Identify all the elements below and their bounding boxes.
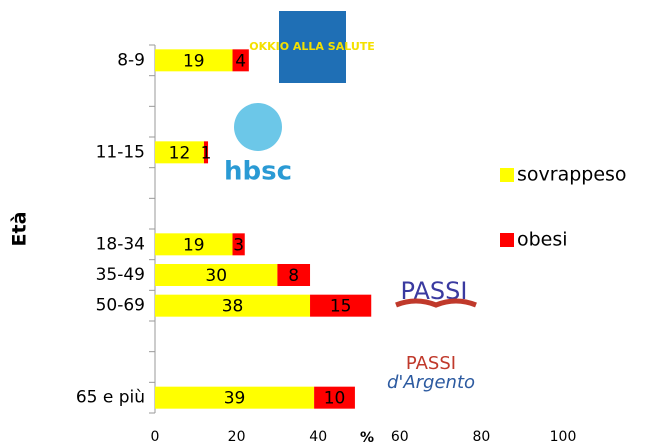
logo-text: OKKIO ALLA SALUTE [249,40,375,53]
y-tick-label: 35-49 [96,265,145,285]
logo-hbsc: hbsc [224,103,292,187]
logo-passi-argento: PASSI d'Argento [387,353,475,393]
data-label: 15 [330,297,352,317]
bar-segment [314,386,355,409]
x-tick-label: 0 [151,429,160,445]
data-label: 19 [183,235,205,255]
logo-passi: PASSI [395,277,477,308]
y-tick-label: 8-9 [117,50,145,70]
y-tick-label: 65 e più [76,388,145,408]
bar-segment [155,233,233,256]
bar-segment [155,49,233,72]
bar-segment [310,294,372,317]
logo-text: d'Argento [387,372,475,393]
bar-segment [232,233,245,256]
y-tick-label: 18-34 [96,234,145,254]
bar-segment [155,294,311,317]
x-tick-label: 60 [391,429,409,445]
data-label: 19 [183,51,205,71]
data-label: 12 [169,143,191,163]
x-tick-label: 80 [472,429,490,445]
x-tick-label: 100 [550,429,577,445]
bar-segment [155,386,315,409]
legend-label: sovrappeso [517,164,627,186]
legend-label: obesi [517,229,568,251]
y-tick-label: 50-69 [96,296,145,316]
data-label: 30 [205,266,227,286]
x-axis-label: % [360,430,374,445]
bar-segment [155,141,204,164]
data-label: 8 [288,266,299,286]
data-label: 39 [224,389,246,409]
data-label: 3 [233,235,244,255]
bar-segment [203,141,209,164]
data-label: 1 [201,143,212,163]
data-label: 4 [235,51,246,71]
legend-swatch [500,168,514,182]
logo-text: PASSI [406,353,456,374]
bar-segment [155,264,278,286]
logo-text: hbsc [224,157,292,187]
bar-segment [277,264,311,286]
data-label: 38 [222,297,244,317]
x-tick-label: 20 [228,429,246,445]
y-axis-label: Età [9,212,31,247]
x-tick-label: 40 [309,429,327,445]
bar-segment [232,49,249,72]
data-label: 10 [324,389,346,409]
legend-swatch [500,233,514,247]
y-tick-label: 11-15 [96,142,145,162]
logo-okkio: OKKIO ALLA SALUTE [249,11,375,83]
